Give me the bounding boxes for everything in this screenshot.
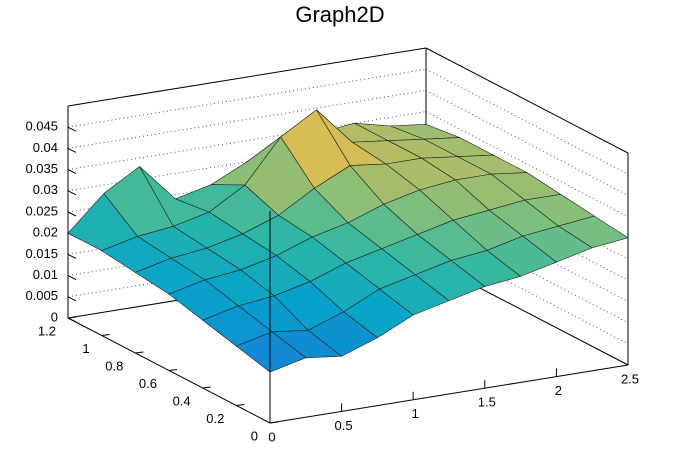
- y-tick-label: 0.6: [139, 376, 157, 391]
- grid-line: [67, 68, 427, 128]
- y-tick-label: 0: [251, 428, 258, 443]
- z-tick-label: 0.045: [25, 119, 58, 134]
- z-tick-label: 0.04: [33, 140, 58, 155]
- y-tick-label: 0.2: [206, 411, 224, 426]
- z-tick: [67, 275, 77, 281]
- z-tick-label: 0.01: [33, 267, 58, 282]
- grid-line: [67, 238, 427, 298]
- x-tick-label: 0.5: [335, 418, 353, 433]
- grid-line: [67, 111, 427, 171]
- z-tick: [67, 126, 77, 132]
- box-edge: [269, 364, 629, 424]
- y-tick: [236, 404, 245, 406]
- z-tick-label: 0.005: [25, 288, 58, 303]
- y-tick-label: 1.2: [38, 323, 56, 338]
- z-tick-label: 0.03: [33, 182, 58, 197]
- chart-title: Graph2D: [295, 2, 384, 27]
- z-tick: [67, 190, 77, 196]
- x-tick-label: 1.5: [478, 395, 496, 410]
- y-tick: [135, 351, 144, 354]
- y-tick: [101, 334, 110, 336]
- y-tick-label: 0.8: [105, 358, 123, 373]
- z-tick: [67, 211, 77, 217]
- surface-cell: [235, 331, 307, 373]
- z-tick: [67, 169, 77, 175]
- y-tick: [202, 386, 211, 389]
- x-tick-label: 2.5: [621, 371, 639, 386]
- z-tick-label: 0.025: [25, 203, 58, 218]
- x-tick-label: 2: [555, 383, 562, 398]
- grid-line: [67, 89, 427, 149]
- y-tick-label: 0.4: [173, 393, 191, 408]
- z-tick: [67, 296, 77, 302]
- x-tick-label: 0: [268, 429, 275, 444]
- x-tick-label: 1: [412, 406, 419, 421]
- box-edge: [67, 47, 427, 107]
- z-tick: [67, 253, 77, 259]
- z-tick-label: 0: [51, 309, 58, 324]
- box-edge: [425, 47, 629, 154]
- y-tick: [168, 369, 178, 371]
- z-tick-label: 0.035: [25, 161, 58, 176]
- z-tick: [67, 147, 77, 153]
- y-tick: [67, 316, 77, 319]
- z-tick-label: 0.02: [33, 225, 58, 240]
- y-tick: [269, 421, 279, 424]
- y-tick-label: 1: [82, 341, 89, 356]
- z-tick-label: 0.015: [25, 246, 58, 261]
